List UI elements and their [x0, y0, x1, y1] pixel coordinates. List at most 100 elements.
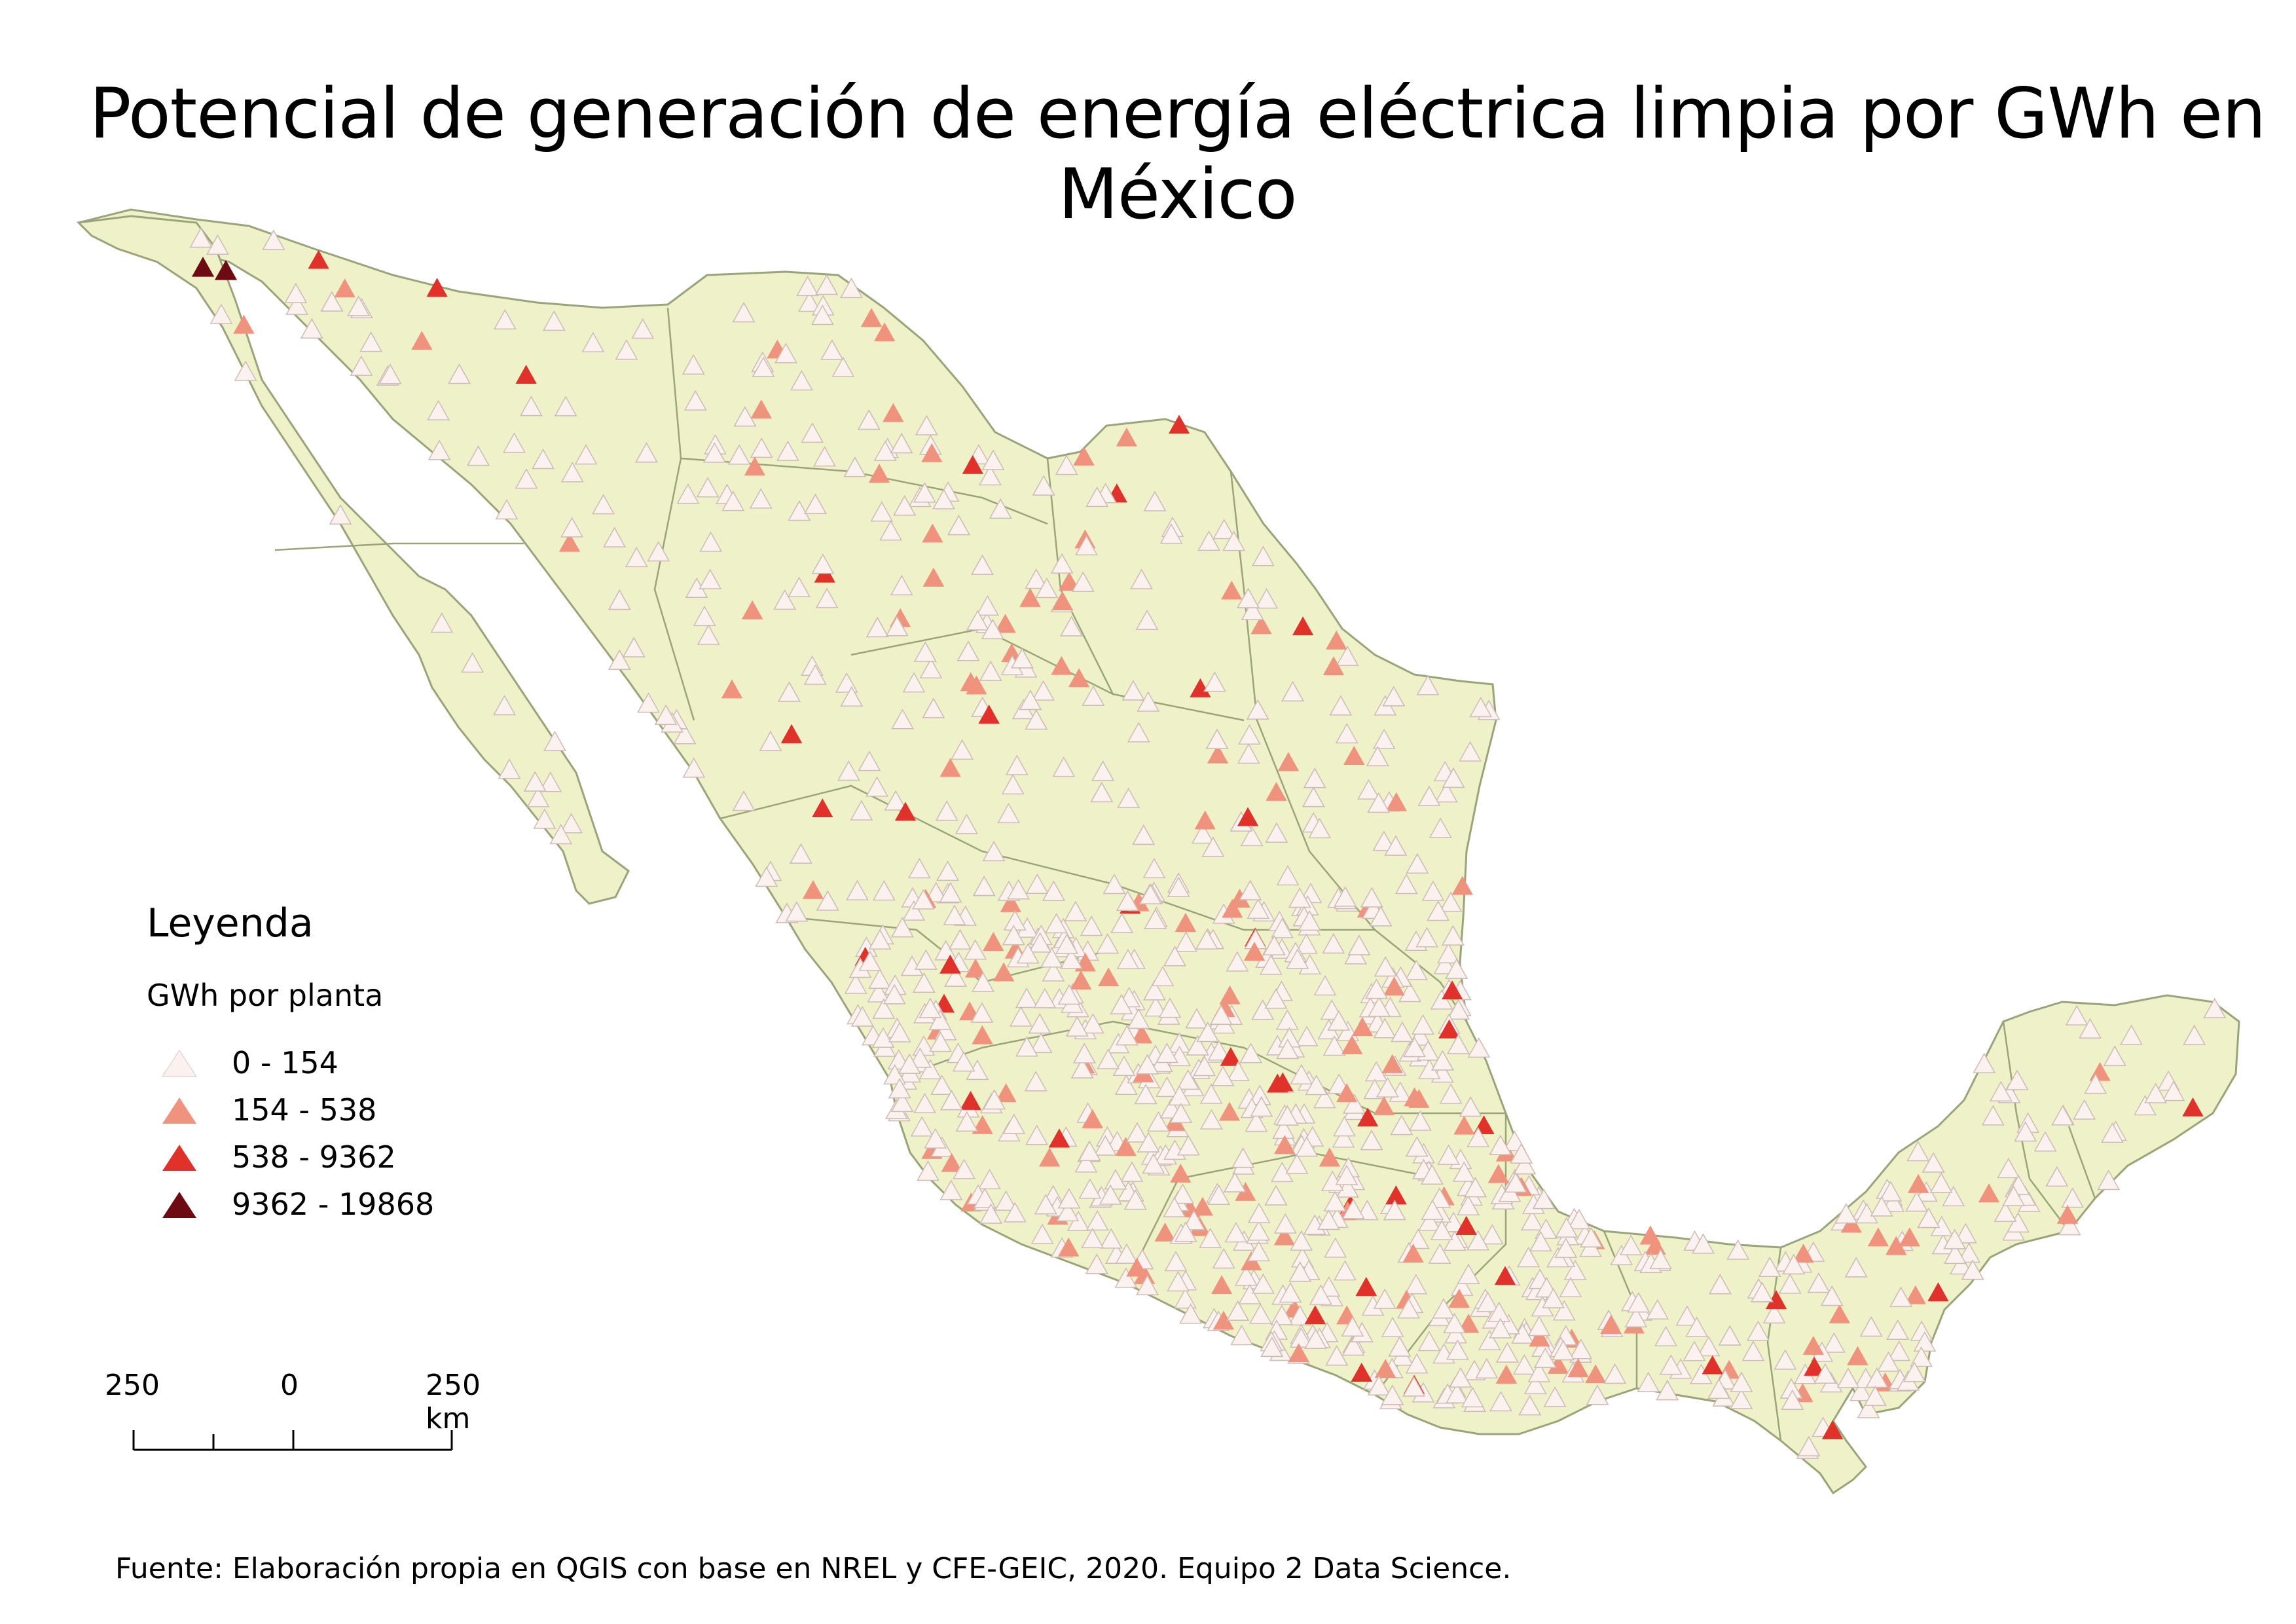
plant-marker	[778, 681, 801, 702]
plant-marker	[1051, 655, 1072, 675]
plant-marker	[1886, 1236, 1907, 1255]
plant-marker	[1442, 767, 1465, 788]
plant-marker	[1451, 876, 1473, 895]
plant-marker	[1248, 1303, 1272, 1324]
plant-marker	[979, 660, 1002, 681]
plant-marker	[1303, 767, 1326, 788]
plant-marker	[796, 275, 820, 297]
plant-marker	[1229, 889, 1250, 908]
plant-marker	[924, 881, 948, 902]
plant-marker	[981, 449, 1005, 470]
plant-marker	[1015, 1036, 1038, 1057]
plant-marker	[1199, 1109, 1223, 1130]
plant-marker	[1277, 752, 1300, 771]
plant-marker	[1448, 1289, 1470, 1308]
plant-marker	[1917, 1208, 1941, 1228]
plant-marker	[1654, 1325, 1677, 1346]
plant-marker	[1174, 1288, 1197, 1309]
plant-marker	[1193, 1056, 1216, 1077]
plant-marker	[858, 750, 881, 771]
plant-marker	[943, 904, 966, 925]
plant-marker	[1997, 1157, 2020, 1179]
plant-marker	[1489, 1134, 1512, 1155]
plant-marker	[1207, 744, 1229, 764]
plant-marker	[982, 840, 1006, 862]
plant-marker	[1154, 1222, 1176, 1242]
plant-marker	[1243, 942, 1266, 961]
plant-marker	[994, 614, 1016, 633]
plant-marker	[1685, 1316, 1709, 1337]
plant-marker	[1697, 1336, 1721, 1357]
plant-marker	[234, 360, 257, 381]
plant-marker	[812, 798, 833, 818]
plant-marker	[1981, 1105, 2005, 1126]
plant-marker	[907, 858, 931, 879]
plant-marker	[1025, 709, 1048, 730]
plant-marker	[1943, 1228, 1967, 1249]
plant-marker	[972, 971, 994, 993]
plant-marker	[1432, 1298, 1455, 1319]
plant-marker	[890, 433, 913, 454]
plant-marker	[846, 879, 869, 900]
plant-marker	[1372, 728, 1396, 749]
plant-marker	[1989, 1080, 2013, 1102]
plant-marker	[427, 399, 450, 420]
plant-marker	[1039, 1147, 1061, 1167]
plant-marker	[1273, 1213, 1297, 1234]
plant-marker	[780, 724, 803, 743]
plant-marker	[1364, 978, 1388, 999]
plant-marker	[1102, 874, 1126, 895]
plant-marker	[1114, 1267, 1138, 1288]
scale-bar-line	[132, 1430, 453, 1451]
plant-marker	[1221, 580, 1243, 600]
plant-marker	[1276, 1038, 1300, 1060]
plant-marker	[857, 409, 881, 430]
plant-marker	[1388, 1336, 1412, 1357]
plant-marker	[1142, 1153, 1165, 1174]
plant-marker	[1807, 1272, 1831, 1293]
plant-marker	[1457, 1263, 1480, 1284]
plant-marker	[929, 1031, 952, 1052]
plant-marker	[1504, 1172, 1527, 1193]
plant-marker	[785, 901, 809, 922]
plant-marker	[1323, 1190, 1347, 1211]
plant-marker	[1619, 1234, 1643, 1255]
plant-marker	[1116, 890, 1139, 911]
plant-marker	[884, 790, 907, 811]
plant-marker	[334, 278, 355, 298]
plant-marker	[1495, 1342, 1519, 1363]
plant-marker	[2073, 1099, 2096, 1120]
plant-marker	[625, 546, 648, 568]
plant-marker	[788, 500, 811, 521]
plant-marker	[554, 396, 577, 416]
plant-marker	[1074, 1152, 1098, 1173]
plant-marker	[2183, 1024, 2206, 1046]
plant-marker	[997, 802, 1021, 824]
plant-marker	[970, 1002, 994, 1023]
plant-marker	[1016, 943, 1040, 964]
plant-marker	[2005, 1069, 2029, 1090]
plant-marker	[1025, 568, 1048, 589]
plant-marker	[1212, 1247, 1235, 1269]
plant-marker	[1357, 779, 1380, 800]
plant-marker	[733, 406, 757, 427]
plant-marker	[1239, 879, 1262, 900]
plant-marker	[1822, 1332, 1846, 1353]
plant-marker	[1899, 1227, 1920, 1247]
plant-marker	[1071, 571, 1095, 592]
plant-marker	[773, 589, 797, 610]
plant-marker	[308, 249, 329, 269]
plant-marker	[1813, 1363, 1837, 1384]
plant-marker	[1245, 1111, 1268, 1132]
plant-marker	[411, 331, 433, 350]
plant-marker	[1273, 1226, 1296, 1246]
plant-marker	[693, 605, 716, 627]
plant-marker	[813, 446, 836, 467]
plant-marker	[1286, 948, 1309, 969]
plant-marker	[378, 363, 402, 384]
plant-marker	[1271, 917, 1294, 938]
plant-marker	[1343, 1093, 1366, 1114]
plant-marker	[1176, 1069, 1200, 1090]
plant-marker	[1543, 1386, 1567, 1407]
plant-marker	[983, 932, 1004, 951]
